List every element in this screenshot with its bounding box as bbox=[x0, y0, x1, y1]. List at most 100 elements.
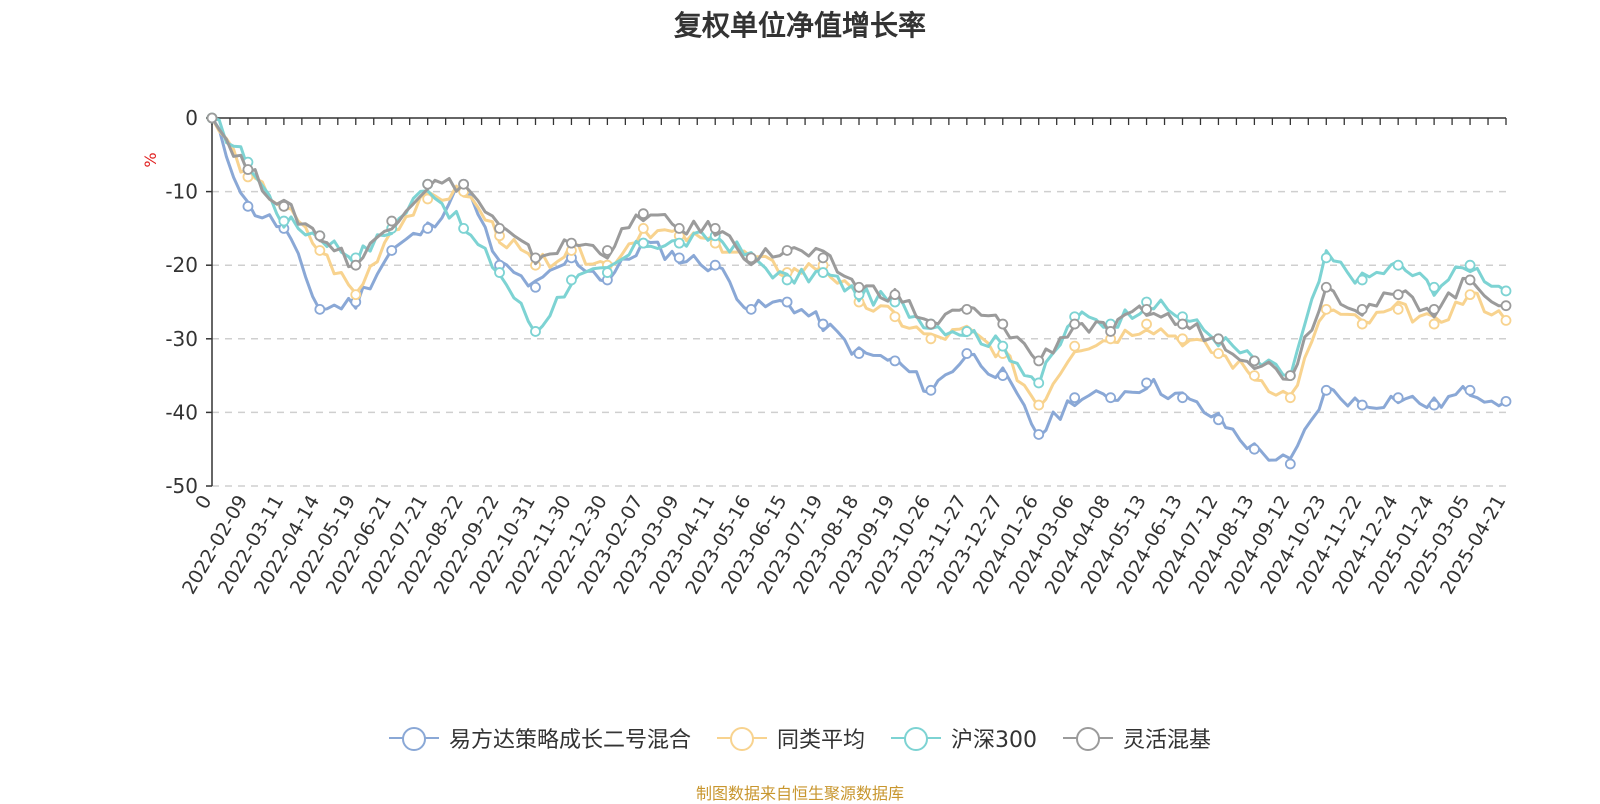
y-tick-label: 0 bbox=[185, 106, 198, 130]
data-point bbox=[1248, 355, 1260, 367]
data-point bbox=[278, 200, 290, 212]
data-point bbox=[1464, 259, 1476, 271]
data-point bbox=[817, 252, 829, 264]
data-point bbox=[1356, 303, 1368, 315]
chart-title: 复权单位净值增长率 bbox=[673, 9, 926, 42]
data-point bbox=[781, 245, 793, 256]
data-point bbox=[1320, 303, 1332, 315]
data-point bbox=[1105, 326, 1117, 337]
data-point bbox=[1213, 414, 1224, 426]
data-point bbox=[817, 318, 829, 330]
data-point bbox=[386, 215, 398, 227]
data-point bbox=[1177, 333, 1188, 345]
data-point bbox=[745, 252, 757, 264]
data-point bbox=[530, 326, 541, 337]
legend-item[interactable]: 沪深300 bbox=[891, 722, 1037, 754]
data-point bbox=[1177, 392, 1188, 404]
data-point bbox=[422, 178, 434, 190]
y-axis-label: % bbox=[141, 152, 160, 167]
data-point bbox=[566, 274, 577, 286]
data-point bbox=[925, 384, 937, 396]
data-point bbox=[1464, 289, 1476, 301]
data-point bbox=[1284, 392, 1296, 404]
data-point bbox=[1248, 370, 1260, 382]
data-point bbox=[1213, 348, 1224, 359]
data-point bbox=[673, 237, 685, 249]
data-point bbox=[601, 267, 613, 278]
data-point bbox=[314, 245, 326, 256]
data-point bbox=[673, 222, 685, 234]
data-point bbox=[1320, 252, 1332, 264]
data-point bbox=[1069, 318, 1081, 330]
data-point bbox=[242, 200, 254, 212]
legend-marker-icon bbox=[388, 727, 439, 751]
data-point bbox=[458, 178, 470, 190]
data-point bbox=[781, 274, 793, 286]
data-point bbox=[386, 245, 398, 256]
data-point bbox=[1464, 384, 1476, 396]
data-point bbox=[1392, 303, 1404, 315]
data-point bbox=[1141, 318, 1152, 330]
data-point bbox=[1105, 392, 1117, 404]
legend-marker-icon bbox=[891, 727, 941, 751]
chart-legend: 易方达策略成长二号混合 同类平均 沪深300 灵活混基 bbox=[0, 722, 1600, 754]
data-point bbox=[1284, 458, 1296, 470]
data-point bbox=[637, 208, 649, 220]
data-point bbox=[1141, 303, 1152, 315]
data-point bbox=[1033, 355, 1045, 367]
data-point bbox=[1392, 259, 1404, 271]
data-point bbox=[1392, 289, 1404, 301]
data-point bbox=[530, 252, 541, 264]
legend-label: 同类平均 bbox=[776, 728, 865, 753]
data-point bbox=[1356, 318, 1368, 330]
legend-label: 易方达策略成长二号混合 bbox=[448, 728, 691, 753]
data-point bbox=[1500, 314, 1512, 326]
legend-item[interactable]: 易方达策略成长二号混合 bbox=[388, 722, 691, 754]
legend-marker-icon bbox=[1063, 727, 1113, 751]
data-point bbox=[1141, 377, 1152, 389]
y-tick-label: -30 bbox=[165, 327, 198, 351]
data-point bbox=[1284, 370, 1296, 382]
y-tick-label: -50 bbox=[165, 474, 198, 498]
y-tick-label: -20 bbox=[165, 253, 198, 277]
legend-item[interactable]: 同类平均 bbox=[716, 722, 865, 754]
data-point bbox=[1320, 281, 1332, 293]
legend-item[interactable]: 灵活混基 bbox=[1063, 722, 1211, 754]
data-point bbox=[601, 245, 613, 256]
data-point bbox=[494, 267, 505, 278]
data-point bbox=[314, 230, 326, 242]
data-point bbox=[1356, 274, 1368, 286]
data-point bbox=[1248, 443, 1260, 455]
data-point bbox=[889, 289, 901, 301]
data-point bbox=[350, 289, 362, 301]
data-point bbox=[1428, 399, 1440, 411]
data-point bbox=[961, 348, 973, 359]
data-point bbox=[1177, 318, 1188, 330]
series-line-1 bbox=[210, 117, 1508, 409]
x-tick-label: 0 bbox=[191, 492, 216, 513]
legend-marker-icon bbox=[716, 727, 767, 751]
data-point bbox=[637, 237, 649, 249]
data-point bbox=[242, 164, 254, 175]
data-point bbox=[961, 326, 973, 337]
data-point bbox=[709, 222, 721, 234]
data-point bbox=[566, 237, 577, 249]
data-point bbox=[494, 222, 505, 234]
data-point bbox=[853, 281, 865, 293]
y-tick-label: -10 bbox=[165, 180, 198, 204]
data-point bbox=[422, 193, 434, 205]
data-point bbox=[709, 259, 721, 271]
data-point bbox=[997, 340, 1009, 352]
legend-label: 沪深300 bbox=[951, 728, 1037, 753]
data-point bbox=[1320, 384, 1332, 396]
data-point bbox=[961, 303, 973, 315]
data-point bbox=[781, 296, 793, 308]
data-point bbox=[925, 333, 937, 345]
data-point bbox=[637, 222, 649, 234]
data-point bbox=[1033, 377, 1045, 389]
data-point bbox=[458, 222, 470, 234]
data-point bbox=[1033, 429, 1045, 440]
data-point bbox=[925, 318, 937, 330]
data-point bbox=[997, 318, 1009, 330]
data-point bbox=[1069, 392, 1081, 404]
